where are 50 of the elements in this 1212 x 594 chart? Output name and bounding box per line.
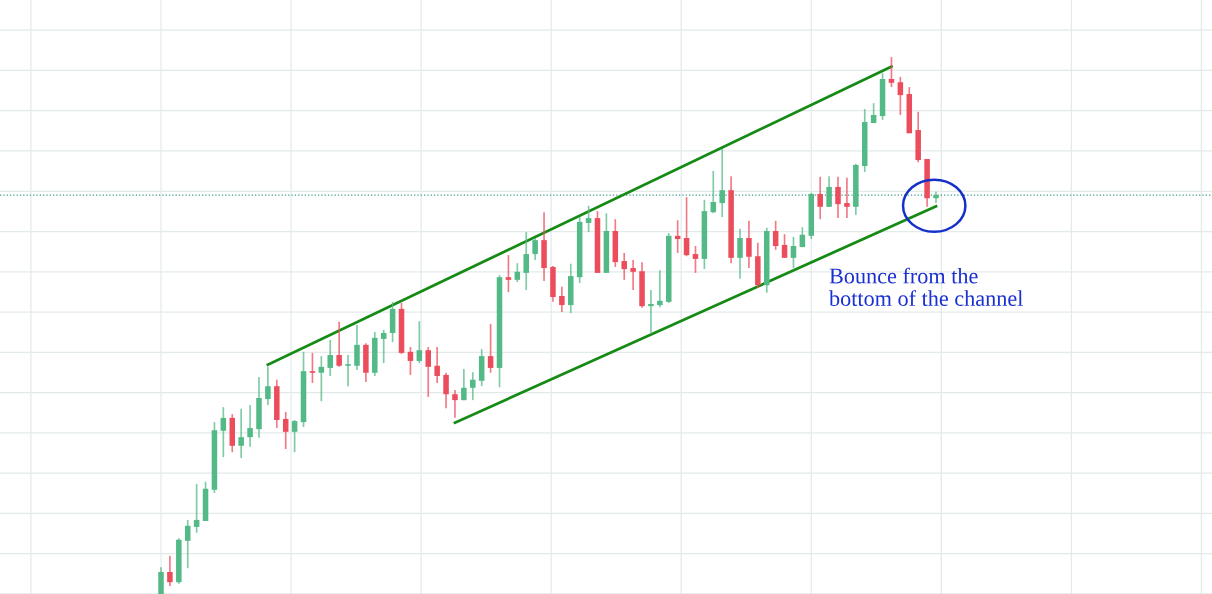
candlestick xyxy=(657,269,663,309)
candlestick xyxy=(443,371,449,410)
candlestick xyxy=(327,339,334,377)
candlestick xyxy=(247,404,253,448)
candlestick xyxy=(470,371,476,401)
candlestick xyxy=(621,252,627,281)
candlestick xyxy=(781,233,788,259)
candlestick xyxy=(844,176,850,219)
candlestick xyxy=(888,56,895,88)
candlestick xyxy=(532,237,538,261)
candlestick xyxy=(523,231,529,291)
candlestick xyxy=(184,519,191,570)
candlestick xyxy=(826,175,832,208)
candlestick xyxy=(505,254,512,294)
candlestick xyxy=(719,147,725,218)
candlestick xyxy=(193,483,200,534)
candlestick xyxy=(318,355,325,403)
candlestick xyxy=(167,555,173,587)
candlestick xyxy=(514,262,521,283)
candlestick xyxy=(265,366,271,406)
candlestick xyxy=(585,204,592,233)
candlestick xyxy=(559,286,565,313)
candlestick xyxy=(746,219,752,269)
candlestick xyxy=(345,354,351,388)
candlestick xyxy=(380,328,387,364)
candlestick xyxy=(407,346,414,376)
candlestick xyxy=(238,407,244,459)
candlestick xyxy=(648,289,654,335)
candlestick xyxy=(425,346,431,398)
candlestick xyxy=(291,419,298,454)
candlestick xyxy=(835,175,841,219)
candlestick xyxy=(692,245,699,274)
candlestick xyxy=(158,566,164,594)
candlestick xyxy=(790,236,797,269)
candlestick xyxy=(817,175,823,221)
candlestick xyxy=(416,320,423,364)
candlestick xyxy=(220,406,227,458)
candlestick xyxy=(772,219,779,251)
candlestick xyxy=(434,346,440,384)
candlestick xyxy=(630,259,636,291)
annotation: Bounce from the bottom of the channel xyxy=(829,267,1023,306)
candlestick xyxy=(282,411,289,450)
candlestick xyxy=(897,76,904,116)
candlestick xyxy=(737,228,743,280)
candlestick xyxy=(461,368,467,401)
candlestick xyxy=(336,320,342,368)
candlestick xyxy=(487,323,494,374)
candlestick xyxy=(452,389,458,419)
candlestick xyxy=(354,324,360,371)
candlestick xyxy=(309,352,316,384)
